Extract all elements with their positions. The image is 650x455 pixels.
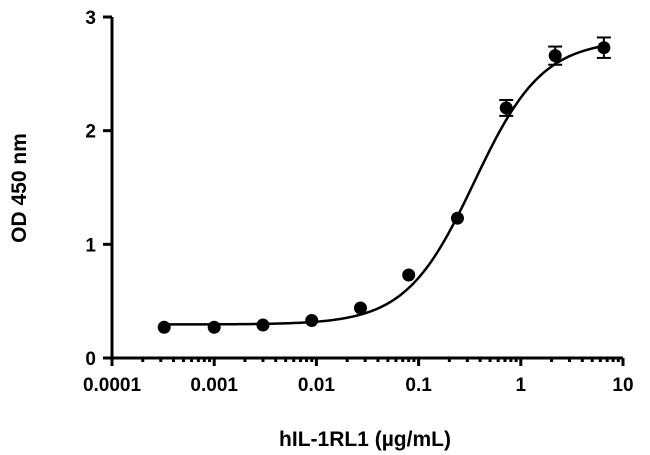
y-axis-title: OD 450 nm [8,133,31,243]
axes [110,17,623,360]
data-point [157,320,171,334]
x-tick-label: 10 [612,375,633,396]
x-tick-label: 0.1 [405,375,432,396]
x-axis-ticks: 0.0001 0.001 0.01 0.1 1 10 [83,358,634,396]
data-point [256,318,270,332]
data-point [450,211,464,225]
x-tick-label: 0.001 [190,375,238,396]
y-axis-ticks: 0 1 2 3 [85,8,112,370]
y-tick-label: 0 [85,349,96,370]
data-point [548,49,562,63]
x-tick-label: 0.0001 [83,375,142,396]
data-point [402,268,416,282]
x-tick-label: 0.01 [298,375,335,396]
y-tick-label: 1 [85,235,96,256]
data-points [157,41,611,334]
x-axis-title: hIL-1RL1 (µg/mL) [279,428,451,451]
data-point [305,313,319,327]
y-tick-label: 2 [85,122,96,143]
data-point [597,41,611,55]
x-tick-label: 1 [516,375,527,396]
fit-curve [164,44,605,326]
data-point [207,320,221,334]
data-point [499,101,513,115]
y-tick-label: 3 [85,8,96,29]
data-point [353,301,367,315]
